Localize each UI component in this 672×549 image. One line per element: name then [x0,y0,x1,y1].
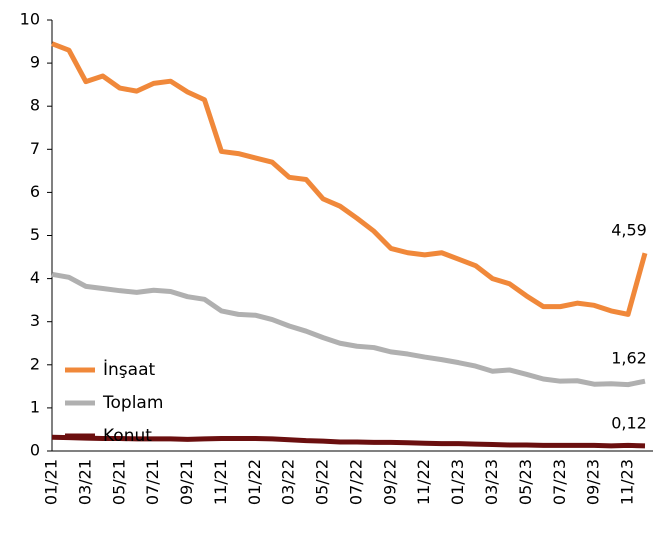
legend-label: İnşaat [103,359,155,380]
y-tick-label: 8 [30,96,40,115]
x-tick-label: 11/22 [414,459,433,505]
x-tick-label: 11/21 [211,459,230,505]
data-label: 0,12 [611,413,647,432]
x-tick-label: 07/22 [346,459,365,505]
x-tick-label: 05/21 [109,459,128,505]
x-tick-label: 07/21 [143,459,162,505]
y-tick-label: 0 [30,441,40,460]
x-tick-label: 05/22 [313,459,332,505]
data-label: 4,59 [611,221,647,240]
y-tick-label: 3 [30,311,40,330]
y-tick-label: 1 [30,397,40,416]
x-tick-label: 01/22 [245,459,264,505]
x-tick-label: 11/23 [618,459,637,505]
x-tick-label: 03/21 [75,459,94,505]
data-label: 1,62 [611,349,647,368]
series-line [51,434,646,449]
x-tick-label: 01/23 [448,459,467,505]
y-tick-label: 9 [30,53,40,72]
x-tick-label: 09/22 [380,459,399,505]
legend-label: Konut [103,426,152,446]
series-line [51,271,646,388]
y-tick-label: 2 [30,354,40,373]
y-tick-label: 6 [30,182,40,201]
series-line [51,41,648,317]
x-tick-label: 09/23 [584,459,603,505]
x-tick-label: 03/22 [279,459,298,505]
x-tick-label: 05/23 [516,459,535,505]
x-tick-label: 07/23 [550,459,569,505]
y-tick-label: 7 [30,139,40,158]
y-tick-label: 5 [30,225,40,244]
legend-label: Toplam [102,393,163,413]
x-tick-label: 01/21 [42,459,61,505]
x-tick-label: 03/23 [482,459,501,505]
y-tick-label: 10 [20,10,40,29]
x-tick-label: 09/21 [177,459,196,505]
y-tick-label: 4 [30,268,40,287]
